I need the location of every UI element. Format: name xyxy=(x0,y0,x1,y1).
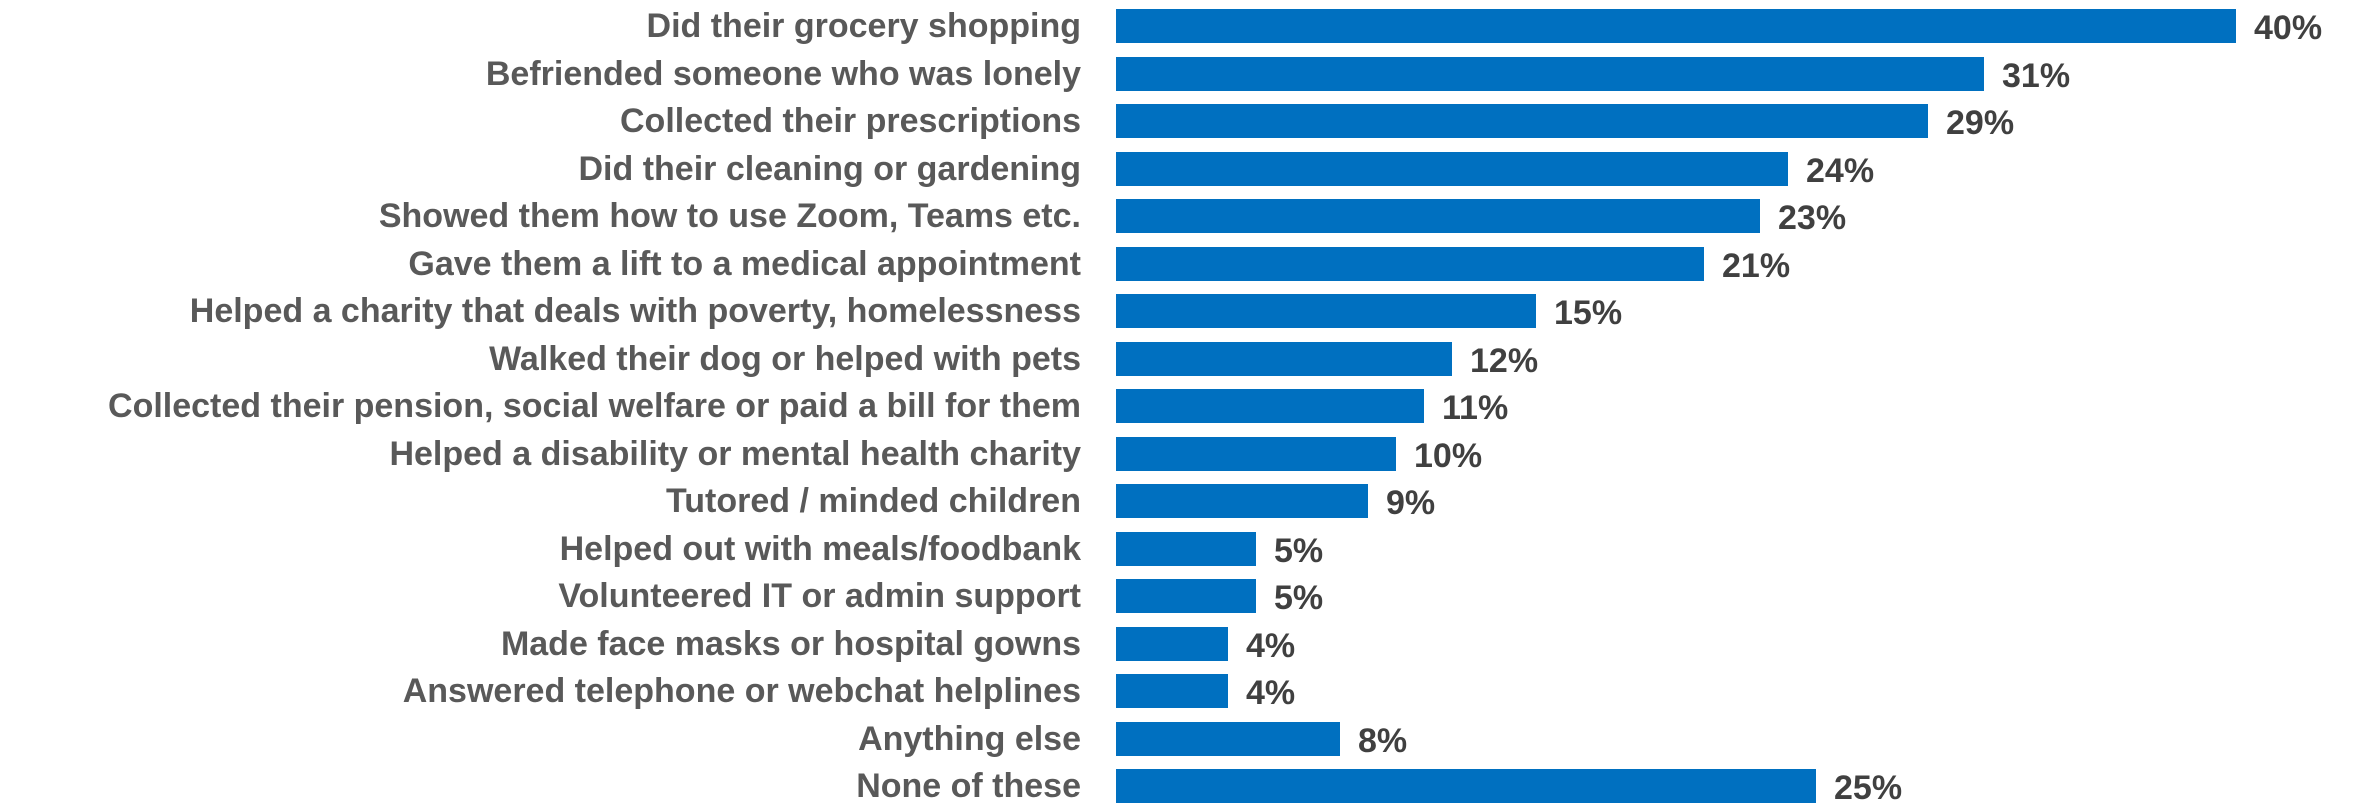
value-label: 21% xyxy=(1722,246,1791,285)
category-label: Did their cleaning or gardening xyxy=(578,149,1082,188)
bar xyxy=(1116,294,1536,328)
category-label: Collected their prescriptions xyxy=(620,102,1081,140)
category-label: Tutored / minded children xyxy=(666,482,1081,520)
category-label: Walked their dog or helped with pets xyxy=(489,339,1081,378)
value-label: 31% xyxy=(2002,56,2071,95)
category-label: Anything else xyxy=(858,719,1081,758)
bar xyxy=(1116,341,1452,376)
bar xyxy=(1116,246,1704,281)
category-label: Gave them a lift to a medical appointmen… xyxy=(408,244,1081,283)
bar xyxy=(1116,9,2236,43)
value-label: 12% xyxy=(1470,341,1539,380)
bar xyxy=(1116,199,1760,233)
value-label: 40% xyxy=(2254,9,2323,47)
value-label: 4% xyxy=(1246,674,1296,712)
category-label: Made face masks or hospital gowns xyxy=(500,624,1081,663)
bar xyxy=(1116,56,1984,91)
value-label: 24% xyxy=(1806,151,1875,190)
value-label: 29% xyxy=(1946,104,2015,142)
value-label: 23% xyxy=(1778,199,1847,237)
category-label: Volunteered IT or admin support xyxy=(558,577,1081,615)
value-label: 10% xyxy=(1414,436,1483,475)
bar xyxy=(1116,436,1396,471)
category-label: Helped a disability or mental health cha… xyxy=(389,434,1081,473)
value-label: 9% xyxy=(1386,484,1436,522)
value-label: 25% xyxy=(1834,769,1903,807)
category-label: None of these xyxy=(856,767,1081,805)
bar xyxy=(1116,769,1816,803)
bar xyxy=(1116,531,1256,566)
category-label: Befriended someone who was lonely xyxy=(485,54,1081,93)
bar xyxy=(1116,151,1788,186)
category-label: Helped out with meals/foodbank xyxy=(559,529,1081,568)
value-label: 8% xyxy=(1358,721,1408,760)
category-label: Helped a charity that deals with poverty… xyxy=(189,292,1081,330)
bar xyxy=(1116,579,1256,613)
bar xyxy=(1116,721,1340,756)
category-label: Answered telephone or webchat helplines xyxy=(402,672,1081,710)
value-label: 5% xyxy=(1274,579,1324,617)
bar xyxy=(1116,674,1228,708)
bar xyxy=(1116,484,1368,518)
value-label: 15% xyxy=(1554,294,1623,332)
value-label: 5% xyxy=(1274,531,1324,570)
category-label: Showed them how to use Zoom, Teams etc. xyxy=(378,197,1081,235)
category-label: Did their grocery shopping xyxy=(646,7,1081,45)
value-label: 11% xyxy=(1442,389,1509,427)
bar xyxy=(1116,626,1228,661)
value-label: 4% xyxy=(1246,626,1296,665)
category-label: Collected their pension, social welfare … xyxy=(108,387,1081,425)
bar xyxy=(1116,104,1928,138)
bar xyxy=(1116,389,1424,423)
